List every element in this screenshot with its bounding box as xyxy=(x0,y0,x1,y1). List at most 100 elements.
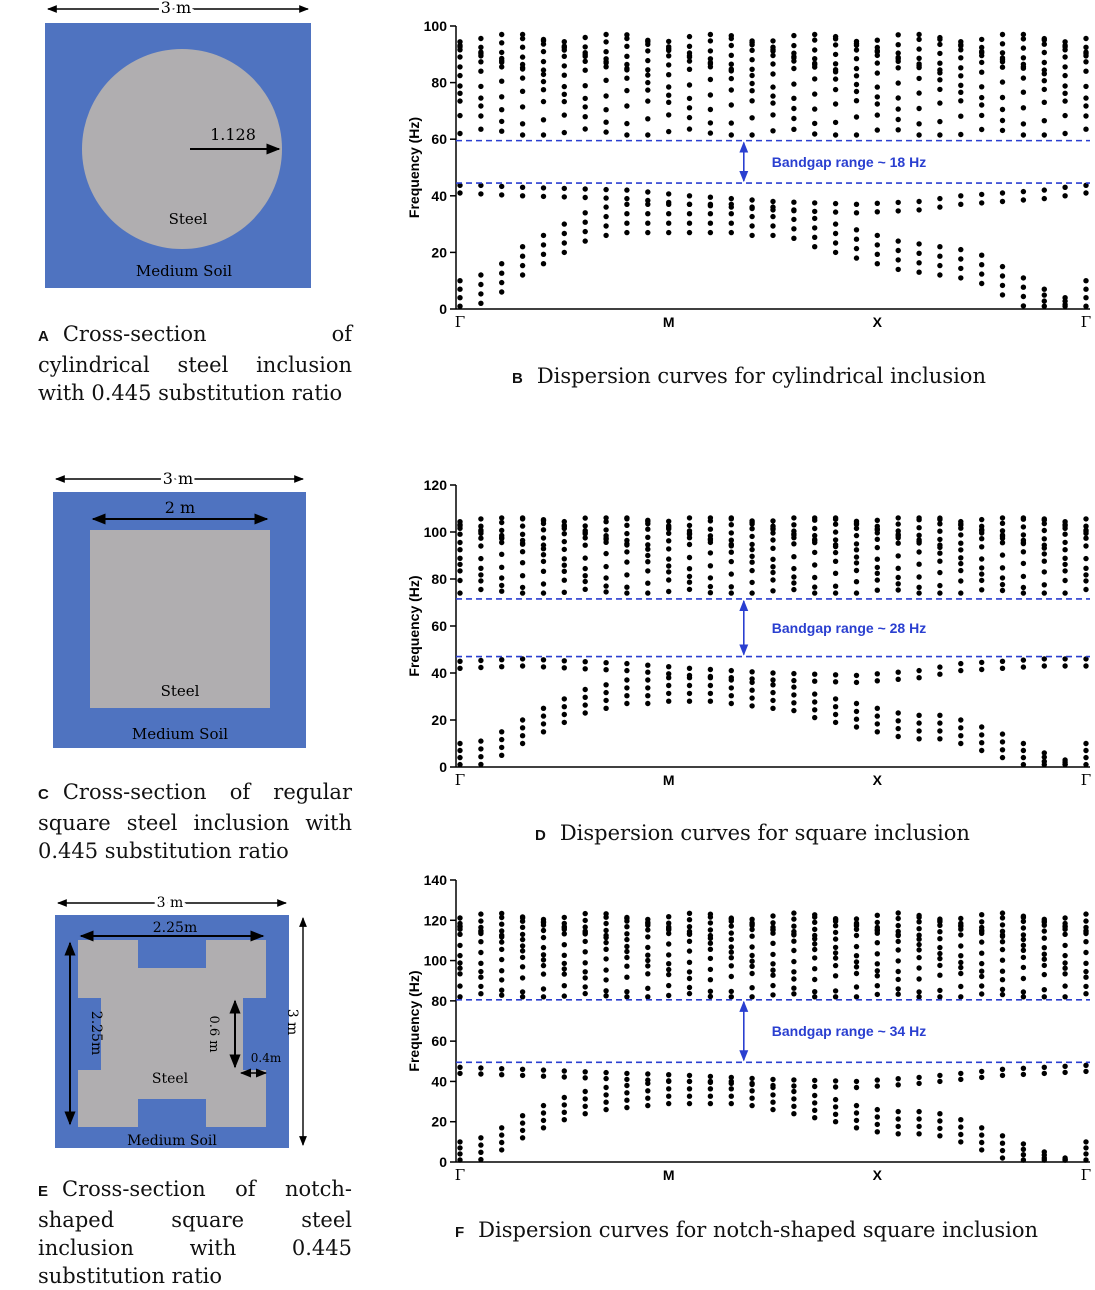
data-point xyxy=(561,952,567,958)
data-point xyxy=(749,205,755,212)
data-point xyxy=(457,568,463,574)
data-point xyxy=(749,933,755,939)
data-point xyxy=(728,949,734,955)
data-point xyxy=(791,923,797,929)
data-point xyxy=(582,975,588,981)
data-point xyxy=(707,64,714,70)
data-point xyxy=(1041,962,1048,969)
data-point xyxy=(916,1131,922,1137)
data-point xyxy=(540,242,547,248)
data-point xyxy=(895,257,901,263)
data-point xyxy=(519,663,526,669)
y-tick-label: 120 xyxy=(424,912,448,928)
data-point xyxy=(666,1078,672,1085)
caption-c: C Cross-section of regular square steel i… xyxy=(38,778,352,865)
data-point xyxy=(1083,740,1089,747)
data-point xyxy=(519,540,526,546)
data-point xyxy=(582,527,588,534)
data-point xyxy=(624,211,630,217)
data-point xyxy=(874,49,880,55)
data-point xyxy=(832,521,839,527)
data-point xyxy=(1020,36,1027,42)
data-point xyxy=(832,240,839,246)
data-point xyxy=(895,574,901,581)
data-point xyxy=(958,39,964,45)
data-point xyxy=(874,536,880,542)
data-point xyxy=(749,1080,755,1087)
data-point xyxy=(499,946,505,953)
data-point xyxy=(603,213,609,220)
data-point xyxy=(979,36,985,43)
data-point xyxy=(582,228,588,235)
data-point xyxy=(853,926,860,932)
data-point xyxy=(895,54,901,61)
data-point xyxy=(540,1117,547,1124)
data-point xyxy=(540,98,547,105)
data-point xyxy=(540,1125,547,1131)
inner-width-label: 2.25m xyxy=(153,920,197,936)
data-point xyxy=(645,552,651,559)
data-point xyxy=(519,1066,526,1073)
data-point xyxy=(1062,759,1068,765)
data-point xyxy=(707,988,714,994)
data-point xyxy=(749,66,755,73)
data-point xyxy=(540,971,547,977)
data-point xyxy=(540,944,547,951)
data-point xyxy=(853,984,860,990)
data-point xyxy=(1062,547,1068,553)
data-point xyxy=(1062,112,1068,119)
data-point xyxy=(707,130,714,136)
data-point xyxy=(707,920,714,926)
data-point xyxy=(999,581,1006,588)
data-point xyxy=(1062,920,1068,927)
data-point xyxy=(1083,1068,1089,1075)
data-point xyxy=(958,1117,964,1123)
data-point xyxy=(874,60,880,66)
data-point xyxy=(540,251,547,257)
data-point xyxy=(457,740,463,747)
data-point xyxy=(561,704,567,710)
data-point xyxy=(540,1067,547,1073)
data-point xyxy=(457,923,463,929)
data-point xyxy=(707,666,714,673)
data-point xyxy=(853,1110,860,1116)
data-point xyxy=(791,574,797,580)
data-point xyxy=(1041,945,1048,951)
data-point xyxy=(770,526,776,533)
data-point xyxy=(895,1076,901,1082)
data-point xyxy=(478,281,484,288)
data-point xyxy=(645,590,651,596)
data-point xyxy=(561,43,567,49)
data-point xyxy=(832,955,839,961)
data-point xyxy=(624,75,630,81)
caption-text: Dispersion curves for square inclusion xyxy=(559,821,970,845)
data-point xyxy=(519,936,526,943)
data-point xyxy=(499,94,505,100)
data-point xyxy=(603,1075,609,1082)
data-point xyxy=(832,929,839,936)
data-point xyxy=(519,65,526,71)
data-point xyxy=(1062,90,1068,97)
data-point xyxy=(686,54,693,60)
data-point xyxy=(770,670,776,676)
data-point xyxy=(478,939,484,945)
y-tick-label: 0 xyxy=(439,1154,447,1170)
data-point xyxy=(791,580,797,586)
data-point xyxy=(791,208,797,214)
data-point xyxy=(582,114,588,120)
data-point xyxy=(1041,922,1048,928)
data-point xyxy=(540,518,547,524)
data-point xyxy=(457,525,463,531)
data-point xyxy=(958,578,964,584)
data-point xyxy=(812,966,818,972)
data-point xyxy=(749,958,755,964)
data-point xyxy=(540,87,547,93)
caption-letter: C xyxy=(38,786,49,803)
data-point xyxy=(519,948,526,954)
data-point xyxy=(895,928,901,935)
data-point xyxy=(478,35,484,42)
data-point xyxy=(1041,1064,1048,1071)
data-point xyxy=(832,696,839,702)
data-point xyxy=(457,754,463,761)
